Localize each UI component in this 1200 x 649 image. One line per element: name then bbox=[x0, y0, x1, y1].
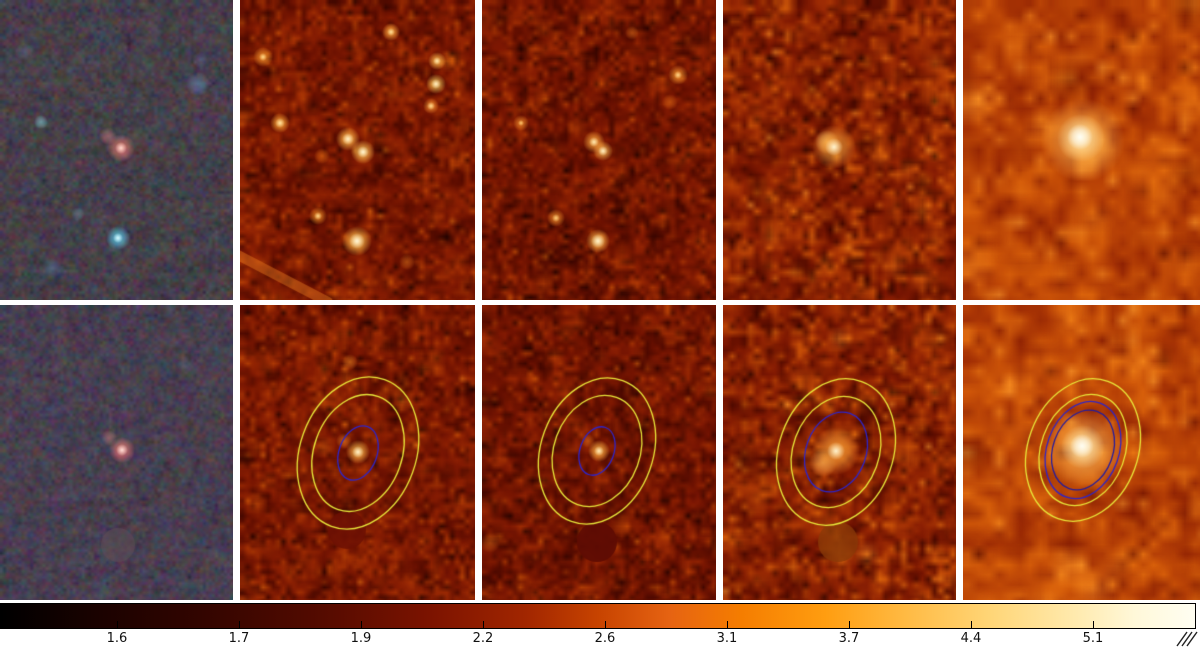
colorbar-tick bbox=[483, 621, 484, 629]
panel-r2c5-heatmap-apertures bbox=[963, 305, 1200, 600]
colorbar-tick-label: 2.2 bbox=[472, 631, 494, 646]
panel-r2c4-heatmap-apertures bbox=[723, 305, 956, 600]
diagonal-hatch-icon bbox=[1176, 631, 1198, 647]
colorbar-tick bbox=[361, 621, 362, 629]
colorbar-tick bbox=[727, 621, 728, 629]
colorbar-tick bbox=[849, 621, 850, 629]
colorbar-tick-label: 1.7 bbox=[228, 631, 250, 646]
colorbar-tick-label: 1.6 bbox=[106, 631, 128, 646]
colorbar-tick bbox=[239, 621, 240, 629]
panel-r2c2-heatmap-apertures bbox=[240, 305, 475, 600]
panel-r1c4-heatmap bbox=[723, 0, 956, 300]
colorbar-tick-label: 2.6 bbox=[594, 631, 616, 646]
colorbar-tick bbox=[605, 621, 606, 629]
colorbar-tick-label: 4.4 bbox=[960, 631, 982, 646]
colorbar-tick bbox=[1093, 621, 1094, 629]
panel-r1c3-heatmap bbox=[482, 0, 716, 300]
panel-r2c1-rgb-composite bbox=[0, 305, 233, 600]
colorbar-tick-label: 3.1 bbox=[716, 631, 738, 646]
colorbar-gradient bbox=[0, 603, 1196, 629]
colorbar-tick bbox=[971, 621, 972, 629]
panel-grid bbox=[0, 0, 1200, 600]
colorbar-tick-label: 5.1 bbox=[1082, 631, 1104, 646]
panel-r1c2-heatmap bbox=[240, 0, 475, 300]
colorbar-tick bbox=[117, 621, 118, 629]
colorbar-tick-label: 1.9 bbox=[350, 631, 372, 646]
panel-r1c5-heatmap bbox=[963, 0, 1200, 300]
colorbar-tick-label: 3.7 bbox=[838, 631, 860, 646]
panel-r1c1-rgb-composite bbox=[0, 0, 233, 300]
panel-r2c3-heatmap-apertures bbox=[482, 305, 716, 600]
